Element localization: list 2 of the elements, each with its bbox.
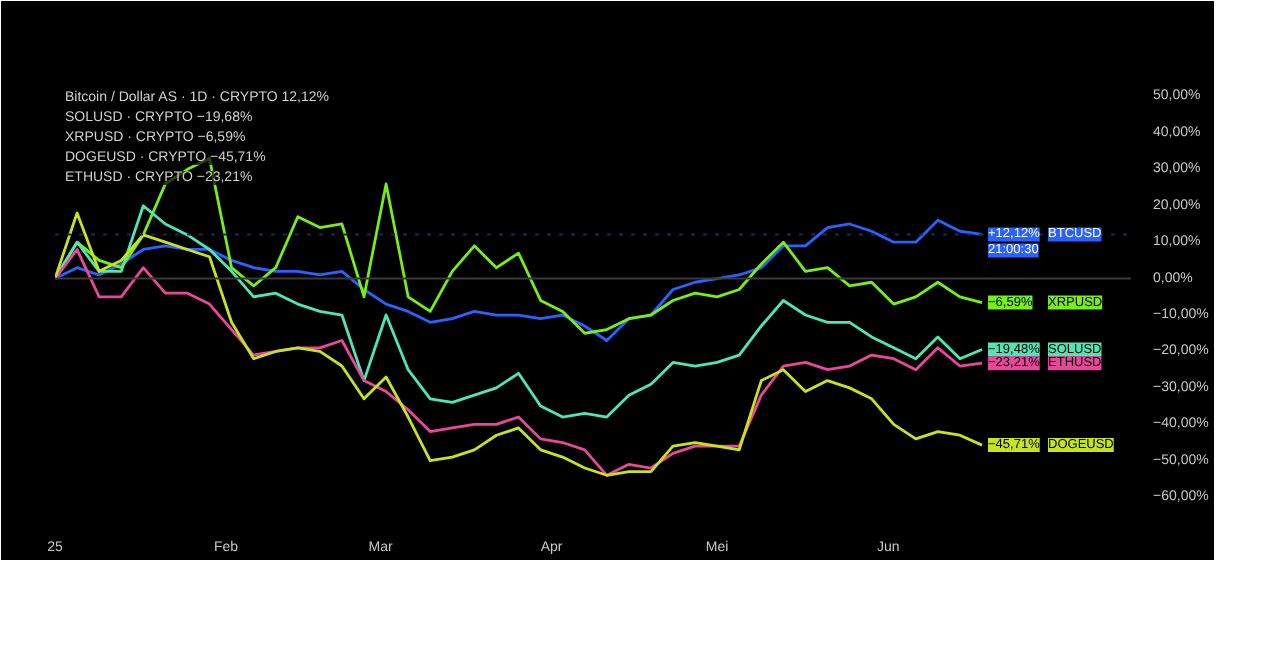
line-series <box>55 218 984 342</box>
line-series <box>55 204 984 419</box>
